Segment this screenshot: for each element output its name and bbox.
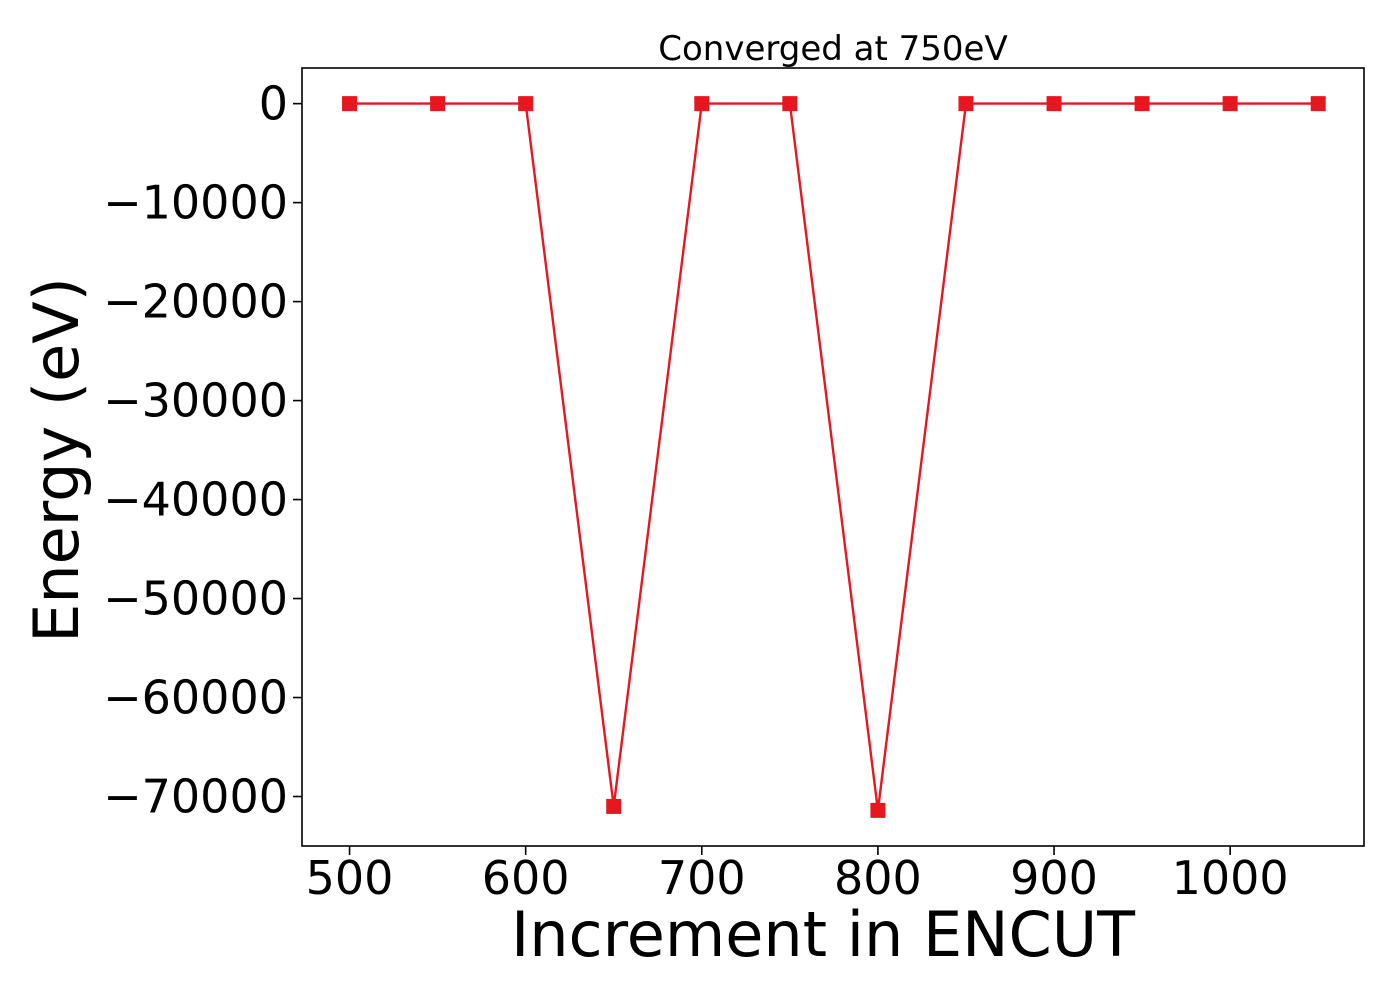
y-axis-ticks: 0 −10000 −20000 −30000 −40000 −50000 −60000 −70…: [103, 77, 302, 824]
data-point-marker: [782, 96, 798, 112]
y-tick-label: −20000: [103, 275, 288, 329]
data-point-marker: [1134, 96, 1150, 112]
x-tick-label: 900: [1010, 851, 1098, 905]
data-point-marker: [518, 96, 534, 112]
series-layer: [342, 96, 1326, 818]
plot-frame: [301, 67, 1365, 847]
x-tick-label: 600: [482, 851, 570, 905]
data-point-marker: [870, 802, 886, 818]
y-axis-label: Energy (eV): [20, 277, 93, 643]
data-point-marker: [1310, 96, 1326, 112]
data-point-marker: [958, 96, 974, 112]
data-point-marker: [606, 798, 622, 814]
chart-title: Converged at 750eV: [658, 29, 1007, 69]
data-point-marker: [694, 96, 710, 112]
y-tick-label: −10000: [103, 176, 288, 230]
data-point-marker: [430, 96, 446, 112]
y-tick-label: −30000: [103, 374, 288, 428]
data-point-marker: [1222, 96, 1238, 112]
y-tick-label: −40000: [103, 473, 288, 527]
x-tick-label: 1000: [1172, 851, 1289, 905]
y-tick-label: 0: [259, 77, 288, 131]
y-tick-label: −60000: [103, 671, 288, 725]
x-tick-label: 700: [658, 851, 746, 905]
x-tick-label: 800: [834, 851, 922, 905]
x-tick-label: 500: [306, 851, 394, 905]
data-point-marker: [1046, 96, 1062, 112]
series-line: [349, 102, 1319, 812]
y-tick-label: −50000: [103, 572, 288, 626]
x-axis-label: Increment in ENCUT: [511, 898, 1136, 971]
y-tick-label: −70000: [103, 770, 288, 824]
x-axis-ticks: 500 600 700 800 900 1000: [306, 846, 1289, 905]
data-point-marker: [342, 96, 358, 112]
